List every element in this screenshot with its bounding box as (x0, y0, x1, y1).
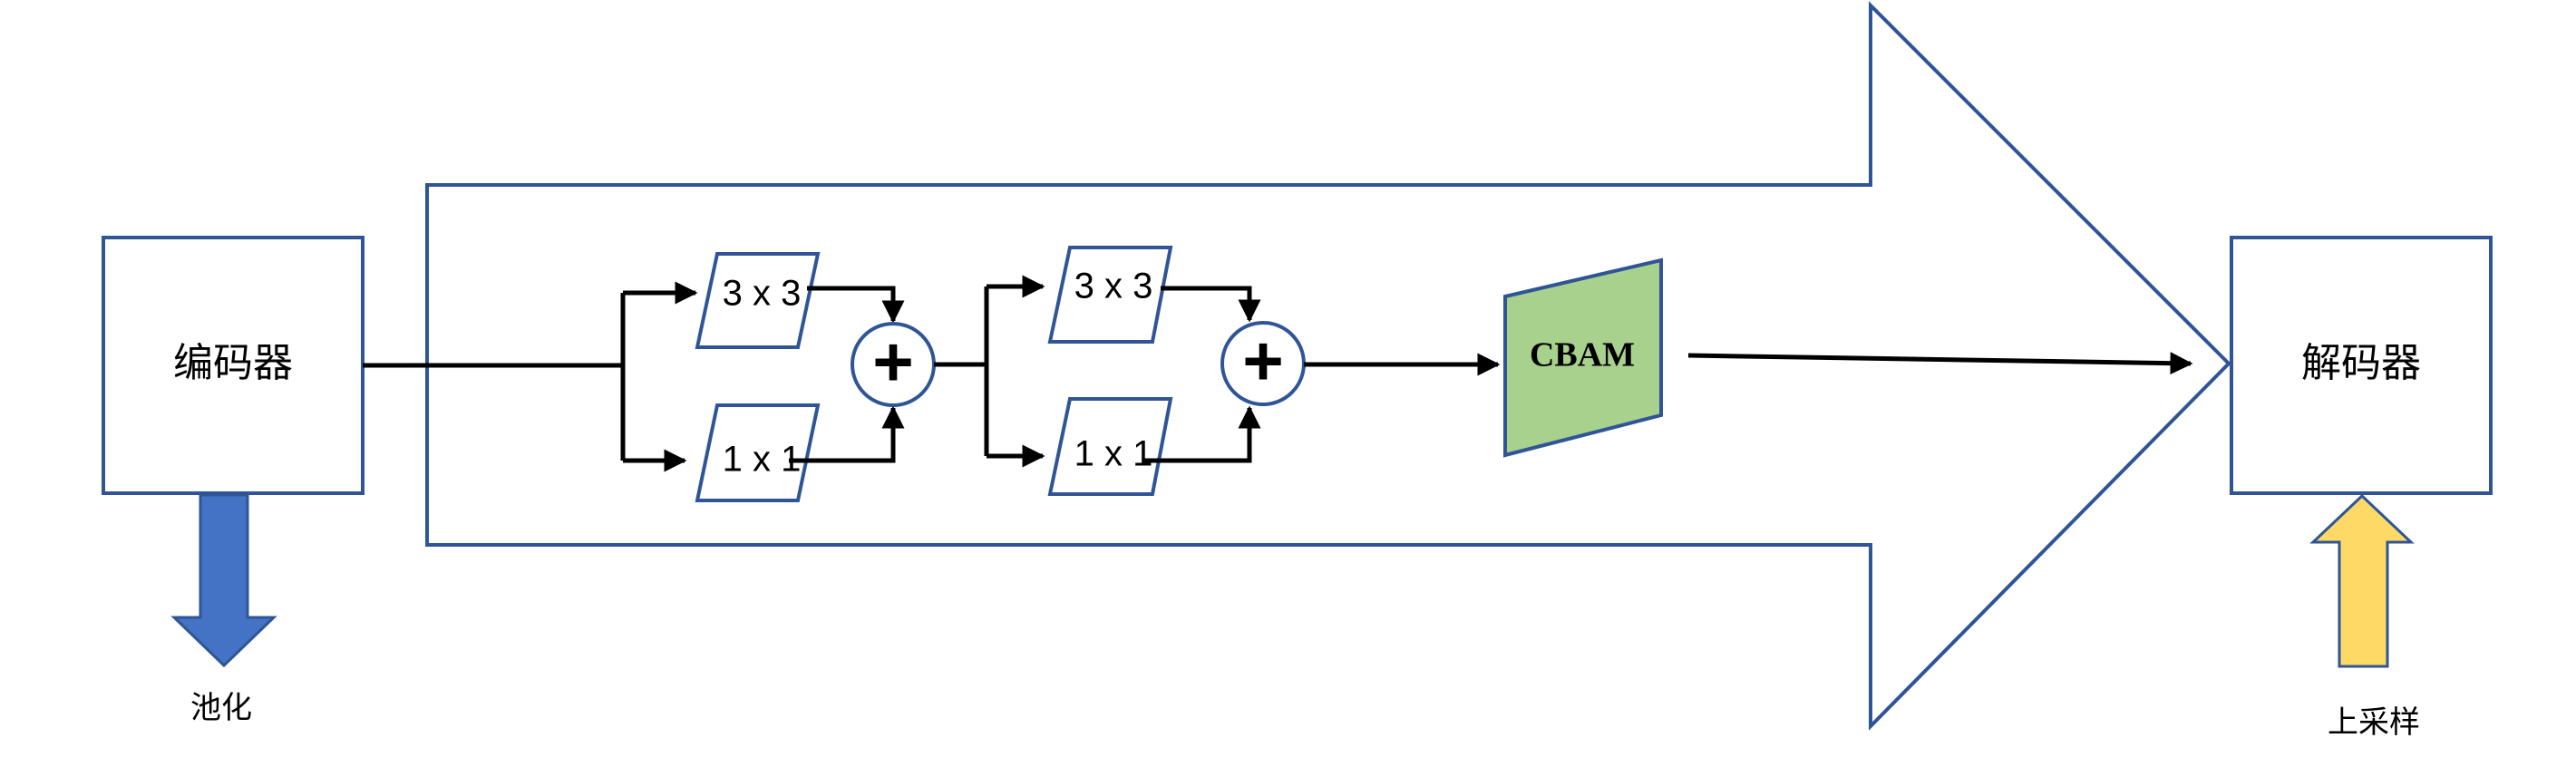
block1-conv1x1 (695, 403, 821, 502)
cbam-label: CBAM (1530, 336, 1635, 374)
block1-conv3x3-label: 3 x 3 (723, 274, 802, 314)
encoder-box (102, 236, 365, 495)
upsampling-label: 上采样 (2328, 704, 2420, 741)
cbam-module (1503, 257, 1663, 458)
pooling-label: 池化 (190, 690, 252, 726)
encoder-label: 编码器 (173, 340, 293, 386)
block2-conv3x3 (1047, 246, 1173, 344)
block2-conv3x3-label: 3 x 3 (1074, 267, 1153, 306)
block1-conv1x1-label: 1 x 1 (723, 440, 802, 480)
block2-conv3x3-to-sum (1161, 286, 1261, 323)
block2-sum-symbol: + (1242, 321, 1284, 401)
decoder-box (2230, 236, 2493, 495)
block1-conv3x3 (695, 252, 821, 349)
block2-conv1x1 (1047, 397, 1173, 496)
cbam-to-decoder-arrow (1687, 352, 2193, 375)
upsampling-arrow (2309, 493, 2415, 668)
block2-conv1x1-to-sum (1144, 405, 1261, 463)
block2-conv1x1-label: 1 x 1 (1074, 434, 1153, 474)
pooling-arrow (170, 493, 277, 668)
block1-conv3x3-to-sum (807, 286, 905, 324)
block1-sum-symbol: + (872, 322, 914, 402)
block1-conv1x1-to-sum (789, 405, 905, 463)
decoder-label: 解码器 (2301, 340, 2421, 386)
